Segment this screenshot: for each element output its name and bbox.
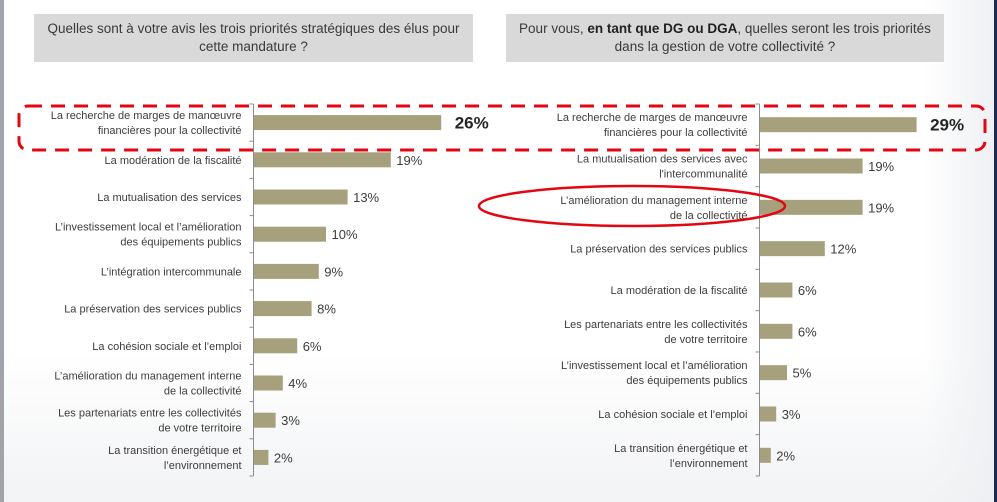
data-label: 2%	[776, 448, 795, 463]
data-label: 13%	[353, 190, 379, 205]
question-left: Quelles sont à votre avis les trois prio…	[34, 14, 473, 62]
data-label: 3%	[782, 407, 801, 422]
bar	[254, 115, 442, 131]
bar	[254, 301, 312, 317]
data-label: 8%	[317, 302, 336, 317]
category-label: l’environnement	[670, 458, 748, 470]
data-label: 6%	[798, 283, 817, 298]
category-label: L’amélioration du management interne	[560, 195, 747, 207]
category-label: L’investissement local et l’amélioration	[55, 222, 241, 234]
bar	[254, 263, 319, 279]
data-label: 29%	[930, 116, 964, 135]
data-label: 19%	[868, 200, 894, 215]
category-label: de la collectivité	[670, 210, 748, 222]
category-label: Les partenariats entre les collectivités	[58, 408, 242, 420]
highlight-dashed-box	[17, 104, 987, 152]
data-label: 6%	[798, 324, 817, 339]
data-label: 26%	[455, 114, 489, 133]
bar	[254, 226, 326, 242]
category-label: financières pour la collectivité	[604, 127, 748, 139]
highlight-ellipse	[477, 184, 787, 228]
data-label: 6%	[303, 339, 322, 354]
bar	[760, 282, 793, 298]
data-label: 10%	[332, 227, 358, 242]
question-right-text: Pour vous, en tant que DG ou DGA, quelle…	[506, 20, 944, 56]
category-label: La transition énergétique et	[108, 445, 241, 457]
category-label: La modération de la fiscalité	[105, 155, 242, 167]
category-label: La recherche de marges de manœuvre	[557, 112, 748, 124]
chart-right: 29% La recherche de marges de manœuvre fin…	[557, 103, 964, 477]
bar	[760, 365, 787, 381]
category-label: La préservation des services publics	[64, 304, 242, 316]
data-label: 3%	[281, 413, 300, 428]
category-label: des équipements publics	[120, 237, 242, 249]
slide-right-border	[994, 0, 997, 502]
bar	[254, 449, 269, 465]
data-label: 19%	[868, 159, 894, 174]
category-label: l'intercommunalité	[659, 169, 747, 181]
category-label: La cohésion sociale et l’emploi	[92, 341, 241, 353]
category-label: La modération de la fiscalité	[611, 285, 748, 297]
bar	[760, 158, 863, 174]
slide-right-shade	[924, 0, 994, 502]
bar	[760, 447, 771, 463]
category-label: La cohésion sociale et l’emploi	[598, 409, 747, 421]
data-label: 4%	[288, 376, 307, 391]
data-label: 5%	[793, 366, 812, 381]
slide-left-border	[0, 0, 4, 502]
category-label: L’investissement local et l’amélioration	[561, 360, 747, 372]
category-label: de votre territoire	[158, 423, 241, 435]
category-label: Les partenariats entre les collectivités	[564, 319, 748, 331]
category-label: l’environnement	[164, 460, 242, 472]
category-label: La préservation des services publics	[570, 244, 748, 256]
data-label: 12%	[830, 242, 856, 257]
category-label: La mutualisation des services avec	[577, 154, 748, 166]
question-right: Pour vous, en tant que DG ou DGA, quelle…	[506, 14, 944, 62]
bar	[760, 323, 793, 339]
bar	[254, 412, 276, 428]
bar	[254, 338, 298, 354]
category-label: de votre territoire	[664, 334, 747, 346]
chart-left: 26% La recherche de marges de manœuvre fin…	[51, 103, 489, 477]
bar	[760, 241, 825, 257]
bar	[254, 152, 391, 168]
category-label: financières pour la collectivité	[98, 125, 242, 137]
category-label: des équipements publics	[626, 375, 748, 387]
question-right-bold: en tant que DG ou DGA	[587, 21, 738, 36]
bar	[760, 199, 863, 215]
data-label: 2%	[274, 450, 293, 465]
category-label: La recherche de marges de manœuvre	[51, 110, 242, 122]
bar	[760, 117, 917, 133]
question-right-prefix: Pour vous,	[519, 21, 588, 36]
category-label: La mutualisation des services	[97, 192, 242, 204]
category-label: L’amélioration du management interne	[54, 371, 241, 383]
data-label: 19%	[396, 153, 422, 168]
category-label: L’intégration intercommunale	[101, 266, 242, 278]
question-left-text: Quelles sont à votre avis les trois prio…	[47, 21, 460, 54]
bar	[254, 189, 348, 205]
question-right-suffix: , quelles seront les trois priorités dan…	[614, 21, 931, 54]
bar	[254, 375, 283, 391]
bar	[760, 406, 777, 422]
data-label: 9%	[324, 264, 343, 279]
category-label: de la collectivité	[164, 386, 242, 398]
category-label: La transition énergétique et	[614, 443, 747, 455]
